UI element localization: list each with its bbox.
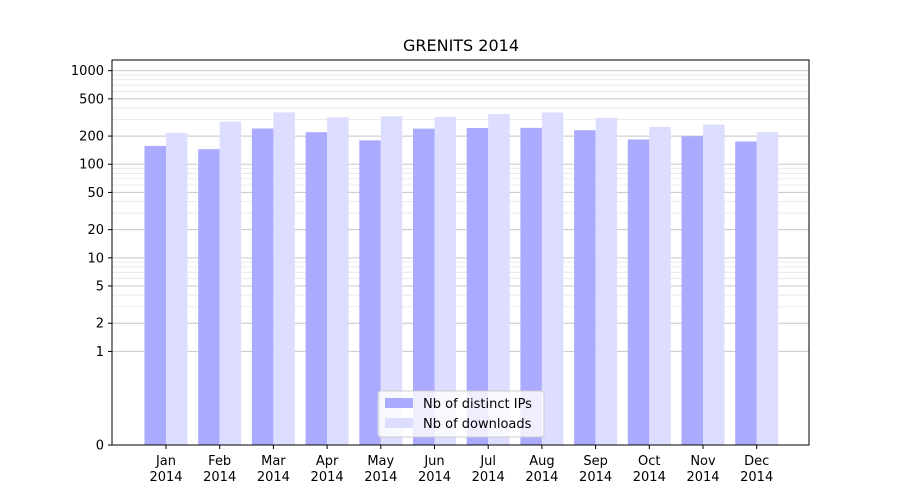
- x-tick-label: May 2014: [364, 454, 397, 485]
- bar-distinct-ips: [144, 145, 166, 445]
- bar-distinct-ips: [251, 128, 274, 446]
- bar-distinct-ips: [305, 132, 328, 445]
- bar-downloads: [434, 116, 456, 445]
- y-tick-label: 0: [96, 439, 104, 454]
- bar-downloads: [541, 112, 564, 445]
- x-axis: Jan 2014 Feb 2014 Mar 2014 Apr 2014 May 2014 Jun 20…: [149, 445, 773, 485]
- legend-box: [377, 390, 545, 438]
- bar-distinct-ips: [681, 136, 703, 446]
- x-tick-label: Mar 2014: [257, 454, 290, 485]
- bar-distinct-ips: [466, 127, 489, 446]
- y-tick-label: 1: [96, 345, 104, 360]
- x-tick-label: Jun 2014: [418, 454, 451, 485]
- x-tick-label: Nov 2014: [686, 454, 719, 485]
- y-tick-label: 200: [79, 130, 104, 145]
- bar-downloads: [488, 114, 510, 445]
- x-tick-label: Feb 2014: [203, 454, 236, 485]
- bar-distinct-ips: [574, 130, 596, 445]
- bar-downloads: [273, 112, 295, 445]
- y-tick-label: 100: [79, 158, 104, 173]
- bar-distinct-ips: [413, 128, 435, 445]
- bar-distinct-ips: [198, 149, 220, 445]
- legend-label: Nb of downloads: [423, 417, 532, 432]
- y-tick-label: 20: [87, 223, 104, 238]
- bar-downloads: [219, 121, 242, 446]
- bar-downloads: [166, 132, 188, 446]
- x-tick-label: Oct 2014: [633, 454, 666, 485]
- x-tick-label: Dec 2014: [740, 454, 773, 485]
- legend-swatch: [385, 398, 413, 408]
- bar-downloads: [327, 117, 349, 445]
- y-tick-label: 500: [79, 92, 104, 107]
- x-tick-label: Aug 2014: [525, 454, 558, 485]
- bar-downloads: [649, 126, 671, 446]
- bar-downloads: [380, 116, 403, 445]
- y-tick-label: 10: [87, 251, 104, 266]
- x-tick-label: Jan 2014: [149, 454, 182, 485]
- bar-distinct-ips: [520, 127, 542, 445]
- bars: [144, 112, 779, 446]
- bar-downloads: [756, 132, 779, 445]
- bar-downloads: [595, 117, 618, 445]
- legend: Nb of distinct IPs Nb of downloads: [377, 390, 545, 438]
- y-axis: 0 1 2 5 10 20 50 100 200 500 1000: [71, 64, 112, 454]
- y-tick-label: 50: [87, 186, 104, 201]
- x-tick-label: Apr 2014: [311, 454, 344, 485]
- plot-frame: [111, 59, 810, 446]
- chart-title: GRENITS 2014: [403, 36, 519, 55]
- legend-label: Nb of distinct IPs: [423, 397, 532, 412]
- x-tick-label: Sep 2014: [579, 454, 612, 485]
- legend-swatch: [385, 418, 413, 428]
- bar-distinct-ips: [627, 139, 650, 445]
- y-tick-label: 5: [96, 280, 104, 295]
- x-tick-label: Jul 2014: [472, 454, 505, 485]
- bar-distinct-ips: [735, 141, 757, 445]
- bar-downloads: [703, 124, 725, 445]
- y-tick-label: 1000: [71, 64, 104, 79]
- y-tick-label: 2: [96, 317, 104, 332]
- bar-distinct-ips: [359, 140, 381, 445]
